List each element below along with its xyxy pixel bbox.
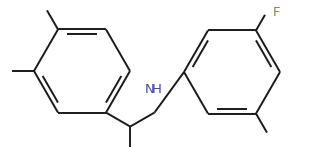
Text: N: N bbox=[145, 83, 155, 96]
Text: F: F bbox=[273, 6, 280, 19]
Text: H: H bbox=[152, 83, 162, 96]
